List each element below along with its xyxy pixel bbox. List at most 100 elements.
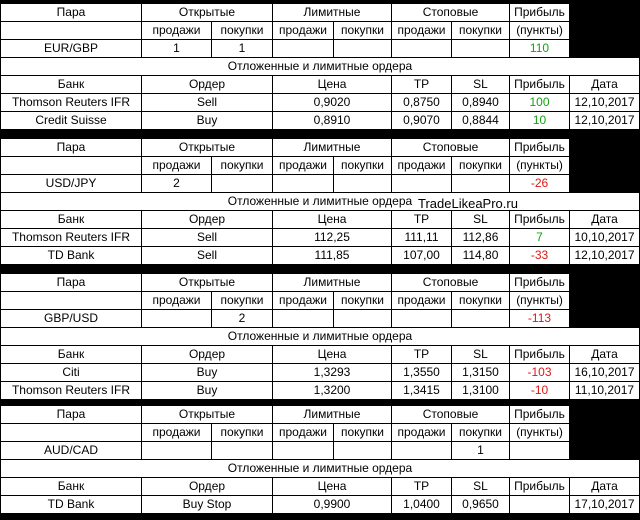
order-tp[interactable]: 0,8750: [392, 94, 451, 111]
pair-summary-row: EUR/GBP 1 1 110: [0, 40, 640, 57]
order-profit-header: Прибыль: [510, 76, 569, 93]
open-buy-value[interactable]: 2: [212, 310, 272, 327]
order-date[interactable]: 12,10,2017: [570, 94, 639, 111]
order-profit[interactable]: [510, 496, 569, 513]
order-row: Credit Suisse Buy 0,8910 0,9070 0,8844 10 12,1…: [0, 112, 640, 129]
order-price[interactable]: 0,9900: [273, 496, 391, 513]
pending-orders-caption: Отложенные и лимитные ордера: [1, 193, 639, 210]
order-date[interactable]: 11,10,2017: [570, 382, 639, 399]
limit-header: Лимитные: [273, 274, 391, 291]
order-profit-header: Прибыль: [510, 211, 569, 228]
open-buy-value[interactable]: 1: [212, 40, 272, 57]
stop-sell-value[interactable]: [392, 175, 451, 192]
order-date[interactable]: 12,10,2017: [570, 112, 639, 129]
limit-sell-value[interactable]: [273, 310, 333, 327]
order-date[interactable]: 10,10,2017: [570, 229, 639, 246]
order-sl[interactable]: 112,86: [452, 229, 509, 246]
limit-sell-header: продажи: [273, 292, 333, 309]
order-sl[interactable]: 0,8844: [452, 112, 509, 129]
limit-sell-value[interactable]: [273, 175, 333, 192]
stop-buy-value[interactable]: [452, 40, 509, 57]
limit-buy-value[interactable]: [334, 310, 391, 327]
limit-sell-value[interactable]: [273, 442, 333, 459]
order-profit[interactable]: 100: [510, 94, 569, 111]
open-buy-value[interactable]: [212, 442, 272, 459]
price-header: Цена: [273, 76, 391, 93]
order-profit[interactable]: 10: [510, 112, 569, 129]
order-tp[interactable]: 111,11: [392, 229, 451, 246]
order-price[interactable]: 111,85: [273, 247, 391, 264]
pair-profit-value[interactable]: -113: [510, 310, 569, 327]
order-bank[interactable]: Thomson Reuters IFR: [1, 94, 141, 111]
order-bank[interactable]: Thomson Reuters IFR: [1, 382, 141, 399]
pair-block-gbp-usd: Пара Открытые Лимитные Стоповые Прибыль прода…: [0, 274, 640, 400]
limit-buy-value[interactable]: [334, 442, 391, 459]
header-row-groups: Пара Открытые Лимитные Стоповые Прибыль: [0, 4, 640, 21]
limit-header: Лимитные: [273, 4, 391, 21]
limit-buy-header: покупки: [334, 22, 391, 39]
order-date[interactable]: 12,10,2017: [570, 247, 639, 264]
open-sell-value[interactable]: 1: [142, 40, 211, 57]
limit-buy-header: покупки: [334, 157, 391, 174]
order-tp[interactable]: 1,0400: [392, 496, 451, 513]
open-sell-value[interactable]: 2: [142, 175, 211, 192]
order-sl[interactable]: 1,3150: [452, 364, 509, 381]
limit-buy-value[interactable]: [334, 40, 391, 57]
order-tp[interactable]: 0,9070: [392, 112, 451, 129]
open-sell-value[interactable]: [142, 310, 211, 327]
order-type[interactable]: Sell: [142, 94, 272, 111]
price-header: Цена: [273, 211, 391, 228]
order-price[interactable]: 1,3200: [273, 382, 391, 399]
open-sell-value[interactable]: [142, 442, 211, 459]
order-tp[interactable]: 107,00: [392, 247, 451, 264]
order-sl[interactable]: 114,80: [452, 247, 509, 264]
profit-header: Прибыль: [510, 274, 569, 291]
order-type[interactable]: Sell: [142, 229, 272, 246]
stop-sell-value[interactable]: [392, 310, 451, 327]
order-sl[interactable]: 0,8940: [452, 94, 509, 111]
limit-buy-value[interactable]: [334, 175, 391, 192]
order-type[interactable]: Buy Stop: [142, 496, 272, 513]
order-price[interactable]: 0,9020: [273, 94, 391, 111]
pair-profit-value[interactable]: [510, 442, 569, 459]
order-bank[interactable]: Credit Suisse: [1, 112, 141, 129]
date-header: Дата: [570, 346, 639, 363]
open-buy-value[interactable]: [212, 175, 272, 192]
order-type[interactable]: Buy: [142, 112, 272, 129]
order-header: Ордер: [142, 211, 272, 228]
stop-sell-value[interactable]: [392, 442, 451, 459]
order-profit[interactable]: -33: [510, 247, 569, 264]
stop-sell-value[interactable]: [392, 40, 451, 57]
order-tp[interactable]: 1,3415: [392, 382, 451, 399]
bank-header: Банк: [1, 346, 141, 363]
order-price[interactable]: 1,3293: [273, 364, 391, 381]
order-price[interactable]: 112,25: [273, 229, 391, 246]
order-date[interactable]: 16,10,2017: [570, 364, 639, 381]
pair-name: AUD/CAD: [1, 442, 141, 459]
order-bank[interactable]: Citi: [1, 364, 141, 381]
order-bank[interactable]: TD Bank: [1, 247, 141, 264]
order-date[interactable]: 17,10,2017: [570, 496, 639, 513]
order-type[interactable]: Buy: [142, 364, 272, 381]
pair-profit-value[interactable]: -26: [510, 175, 569, 192]
order-profit[interactable]: -103: [510, 364, 569, 381]
stop-buy-value[interactable]: [452, 175, 509, 192]
order-sl[interactable]: 0,9650: [452, 496, 509, 513]
stop-buy-value[interactable]: 1: [452, 442, 509, 459]
order-price[interactable]: 0,8910: [273, 112, 391, 129]
pair-header: Пара: [1, 406, 141, 423]
order-bank[interactable]: TD Bank: [1, 496, 141, 513]
pending-orders-caption-row: Отложенные и лимитные ордера: [0, 328, 640, 345]
order-type[interactable]: Sell: [142, 247, 272, 264]
order-tp[interactable]: 1,3550: [392, 364, 451, 381]
stop-buy-value[interactable]: [452, 310, 509, 327]
header-row-sub: продажи покупки продажи покупки продажи покуп…: [0, 292, 640, 309]
pair-profit-value[interactable]: 110: [510, 40, 569, 57]
order-bank[interactable]: Thomson Reuters IFR: [1, 229, 141, 246]
limit-sell-value[interactable]: [273, 40, 333, 57]
order-profit[interactable]: 7: [510, 229, 569, 246]
order-profit[interactable]: -10: [510, 382, 569, 399]
header-row-sub: продажи покупки продажи покупки продажи покуп…: [0, 22, 640, 39]
order-sl[interactable]: 1,3100: [452, 382, 509, 399]
order-type[interactable]: Buy: [142, 382, 272, 399]
